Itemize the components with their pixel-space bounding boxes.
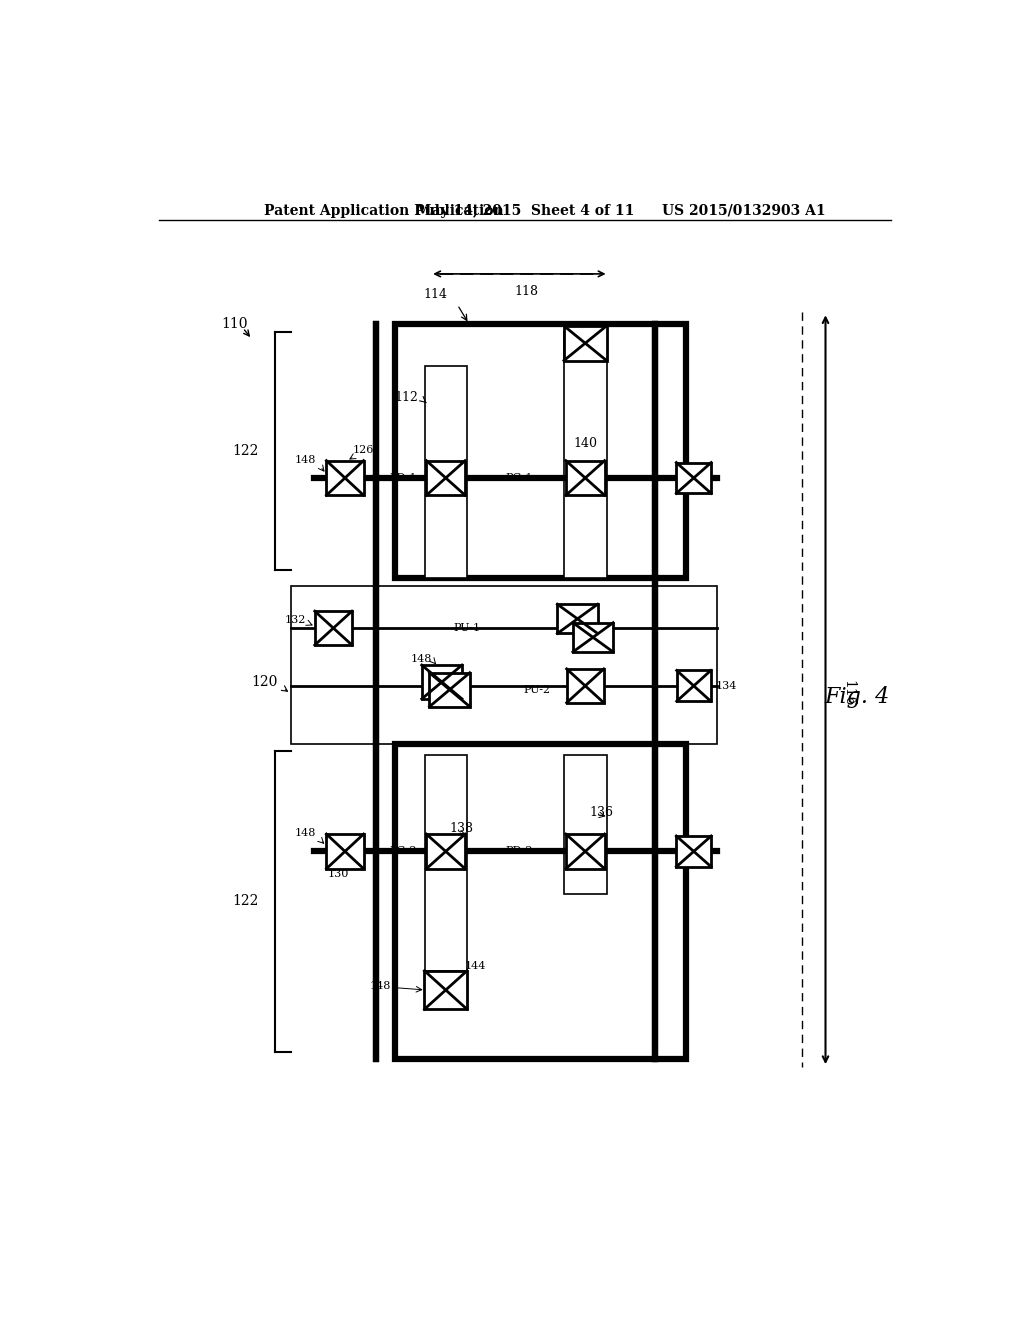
Text: 122: 122 — [231, 895, 258, 908]
Text: PD-1: PD-1 — [389, 473, 417, 483]
Bar — [291, 586, 717, 743]
Bar — [677, 671, 711, 701]
Bar — [422, 665, 462, 700]
Text: PD-2: PD-2 — [506, 846, 534, 857]
Text: May 14, 2015  Sheet 4 of 11: May 14, 2015 Sheet 4 of 11 — [416, 203, 634, 218]
Text: 148: 148 — [294, 829, 315, 838]
Text: 138: 138 — [450, 822, 474, 834]
Text: 144: 144 — [465, 961, 486, 970]
Text: 110: 110 — [221, 317, 248, 331]
Text: 134: 134 — [716, 681, 737, 690]
Text: 114: 114 — [423, 288, 447, 301]
Text: 118: 118 — [514, 285, 538, 298]
Text: 148: 148 — [370, 981, 391, 991]
Bar — [314, 611, 352, 645]
Text: 116: 116 — [841, 680, 855, 706]
Bar — [566, 461, 604, 495]
Text: 132: 132 — [285, 615, 306, 626]
Bar — [564, 331, 607, 578]
Bar — [557, 605, 598, 634]
Bar — [566, 669, 604, 702]
Bar — [395, 743, 686, 1059]
Bar — [327, 461, 364, 495]
Bar — [566, 834, 604, 869]
Bar — [424, 970, 467, 1010]
Text: 126: 126 — [352, 445, 374, 455]
Text: US 2015/0132903 A1: US 2015/0132903 A1 — [662, 203, 825, 218]
Text: 148: 148 — [411, 653, 432, 664]
Text: 120: 120 — [251, 675, 278, 689]
Bar — [425, 367, 467, 578]
Text: Fig. 4: Fig. 4 — [824, 686, 889, 709]
Bar — [429, 673, 470, 706]
Bar — [572, 623, 613, 652]
Bar — [395, 323, 686, 578]
Text: PU-1: PU-1 — [454, 623, 480, 634]
Text: 140: 140 — [573, 437, 597, 450]
Text: PG-2: PG-2 — [389, 846, 417, 857]
Bar — [676, 462, 712, 494]
Bar — [676, 836, 712, 867]
Bar — [327, 834, 364, 869]
Text: 136: 136 — [589, 807, 613, 820]
Text: PG-1: PG-1 — [506, 473, 534, 483]
Text: 148: 148 — [294, 455, 315, 465]
Bar — [425, 755, 467, 970]
Bar — [426, 461, 465, 495]
Bar — [426, 834, 465, 869]
Bar — [564, 755, 607, 894]
Text: 130: 130 — [328, 869, 349, 879]
Text: 112: 112 — [394, 391, 419, 404]
Text: 122: 122 — [231, 444, 258, 458]
Text: Patent Application Publication: Patent Application Publication — [263, 203, 503, 218]
Text: PU-2: PU-2 — [523, 685, 550, 694]
Bar — [564, 326, 606, 360]
